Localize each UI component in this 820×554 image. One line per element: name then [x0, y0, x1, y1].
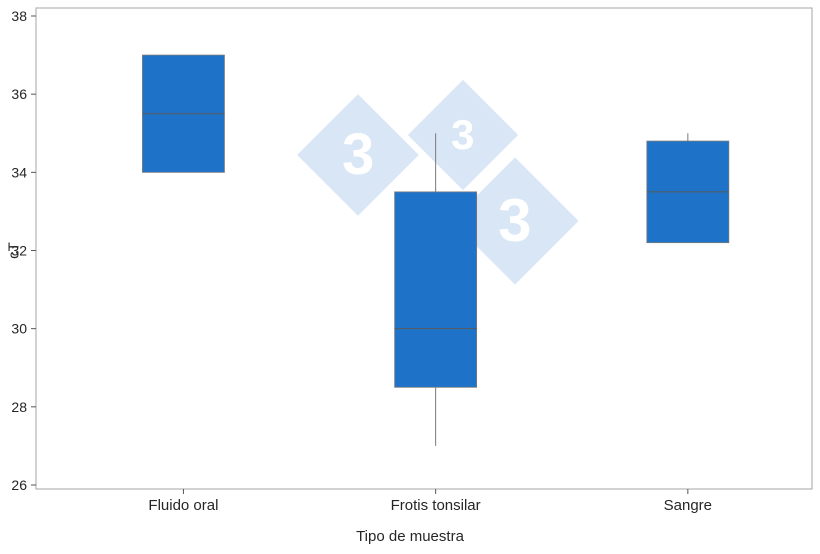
box [394, 191, 478, 388]
y-tick-label: 30 [11, 321, 27, 337]
y-tick-label: 26 [11, 477, 27, 493]
panel-border [35, 7, 813, 490]
x-category-label: Sangre [664, 497, 712, 514]
y-tick-label: 28 [11, 399, 27, 415]
y-tick-label: 34 [11, 164, 27, 180]
y-tick-label: 32 [11, 243, 27, 259]
x-category-label: Fluido oral [148, 497, 218, 514]
y-tick-label: 36 [11, 86, 27, 102]
x-axis-title: Tipo de muestra [356, 528, 464, 545]
x-category-label: Frotis tonsilar [391, 497, 481, 514]
y-axis-title: cT [5, 242, 23, 259]
y-tick-label: 38 [11, 8, 27, 24]
